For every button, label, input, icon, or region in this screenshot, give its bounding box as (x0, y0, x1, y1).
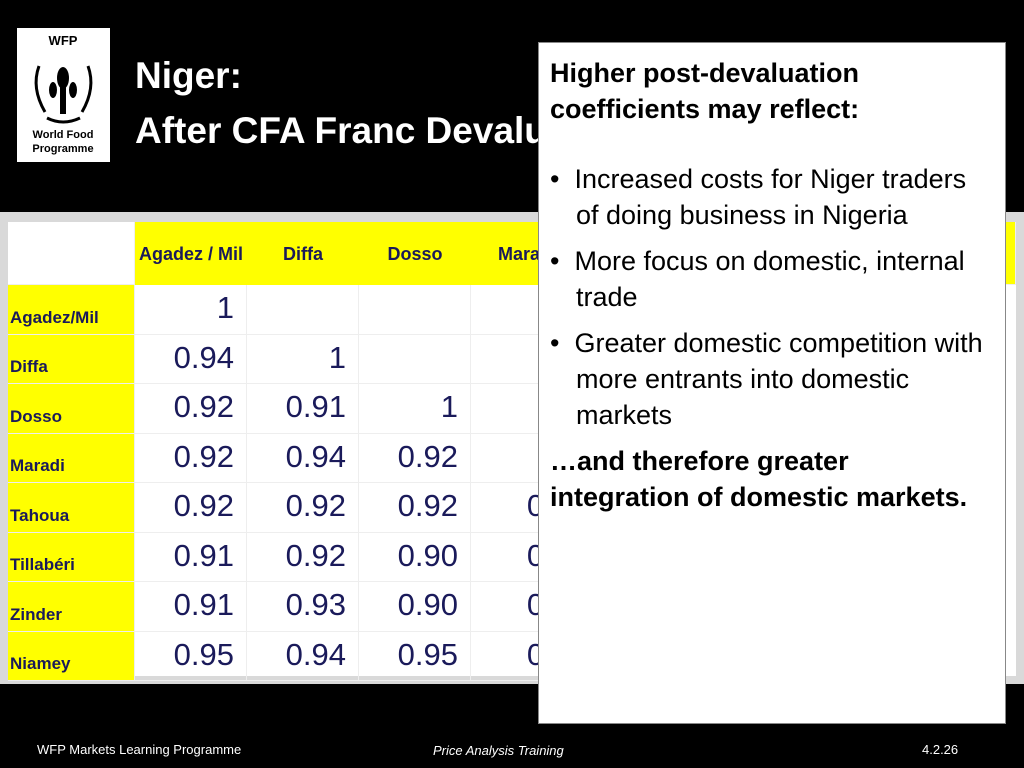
value-cell: 0.92 (135, 384, 247, 434)
value-cell (247, 285, 359, 335)
title-line: Niger: (135, 55, 242, 96)
column-header: Agadez / Mil (135, 222, 247, 285)
bullet-text: More focus on domestic, internal trade (574, 246, 965, 312)
value-cell: 0.92 (135, 433, 247, 483)
bullet: • Greater domestic competition with more… (550, 328, 983, 430)
footer-center: Price Analysis Training (433, 743, 564, 758)
value-cell (359, 285, 471, 335)
logo-name: World Food (33, 129, 94, 141)
logo-acronym: WFP (49, 33, 78, 48)
callout-heading: Higher post-devaluation coefficients may… (550, 58, 860, 124)
row-label: Maradi (8, 433, 135, 483)
value-cell: 0.94 (247, 631, 359, 681)
logo: WFP World Food Programme (17, 28, 110, 162)
value-cell: 0.90 (359, 532, 471, 582)
value-cell: 0.93 (247, 582, 359, 632)
row-label: Tillabéri (8, 532, 135, 582)
value-cell (359, 334, 471, 384)
value-cell: 1 (359, 384, 471, 434)
value-cell: 0.92 (135, 483, 247, 533)
value-cell: 0.92 (359, 483, 471, 533)
value-cell: 0.95 (135, 631, 247, 681)
footer-right: 4.2.26 (922, 742, 959, 757)
corner-cell (8, 222, 135, 285)
bullet: • Increased costs for Niger traders of d… (550, 164, 967, 230)
value-cell: 0.91 (135, 532, 247, 582)
value-cell: 0.90 (359, 582, 471, 632)
value-cell: 0.91 (247, 384, 359, 434)
bullet-text: Increased costs for Niger traders of doi… (574, 164, 967, 230)
bullet-list: • Increased costs for Niger traders of d… (550, 161, 995, 433)
row-label: Zinder (8, 582, 135, 632)
callout: Higher post-devaluation coefficients may… (538, 42, 1006, 724)
value-cell: 0.94 (247, 433, 359, 483)
row-label: Agadez/Mil (8, 285, 135, 335)
callout-conclusion: …and therefore greater integration of do… (550, 446, 968, 512)
value-cell: 0.92 (359, 433, 471, 483)
value-cell: 0.91 (135, 582, 247, 632)
value-cell: 0.92 (247, 483, 359, 533)
logo-name: Programme (32, 143, 93, 155)
logo-graphic: WFP World Food Programme (32, 33, 94, 155)
value-cell: 1 (247, 334, 359, 384)
value-cell: 0.92 (247, 532, 359, 582)
bullet-text: Greater domestic competition with more e… (574, 328, 983, 430)
row-label: Tahoua (8, 483, 135, 533)
value-cell: 0.95 (359, 631, 471, 681)
row-label: Dosso (8, 384, 135, 434)
column-header: Dosso (359, 222, 471, 285)
bullet: • More focus on domestic, internal trade (550, 246, 965, 312)
row-label: Diffa (8, 334, 135, 384)
column-header: Diffa (247, 222, 359, 285)
value-cell: 1 (135, 285, 247, 335)
footer-left: WFP Markets Learning Programme (37, 742, 242, 757)
value-cell: 0.94 (135, 334, 247, 384)
row-label: Niamey (8, 631, 135, 681)
